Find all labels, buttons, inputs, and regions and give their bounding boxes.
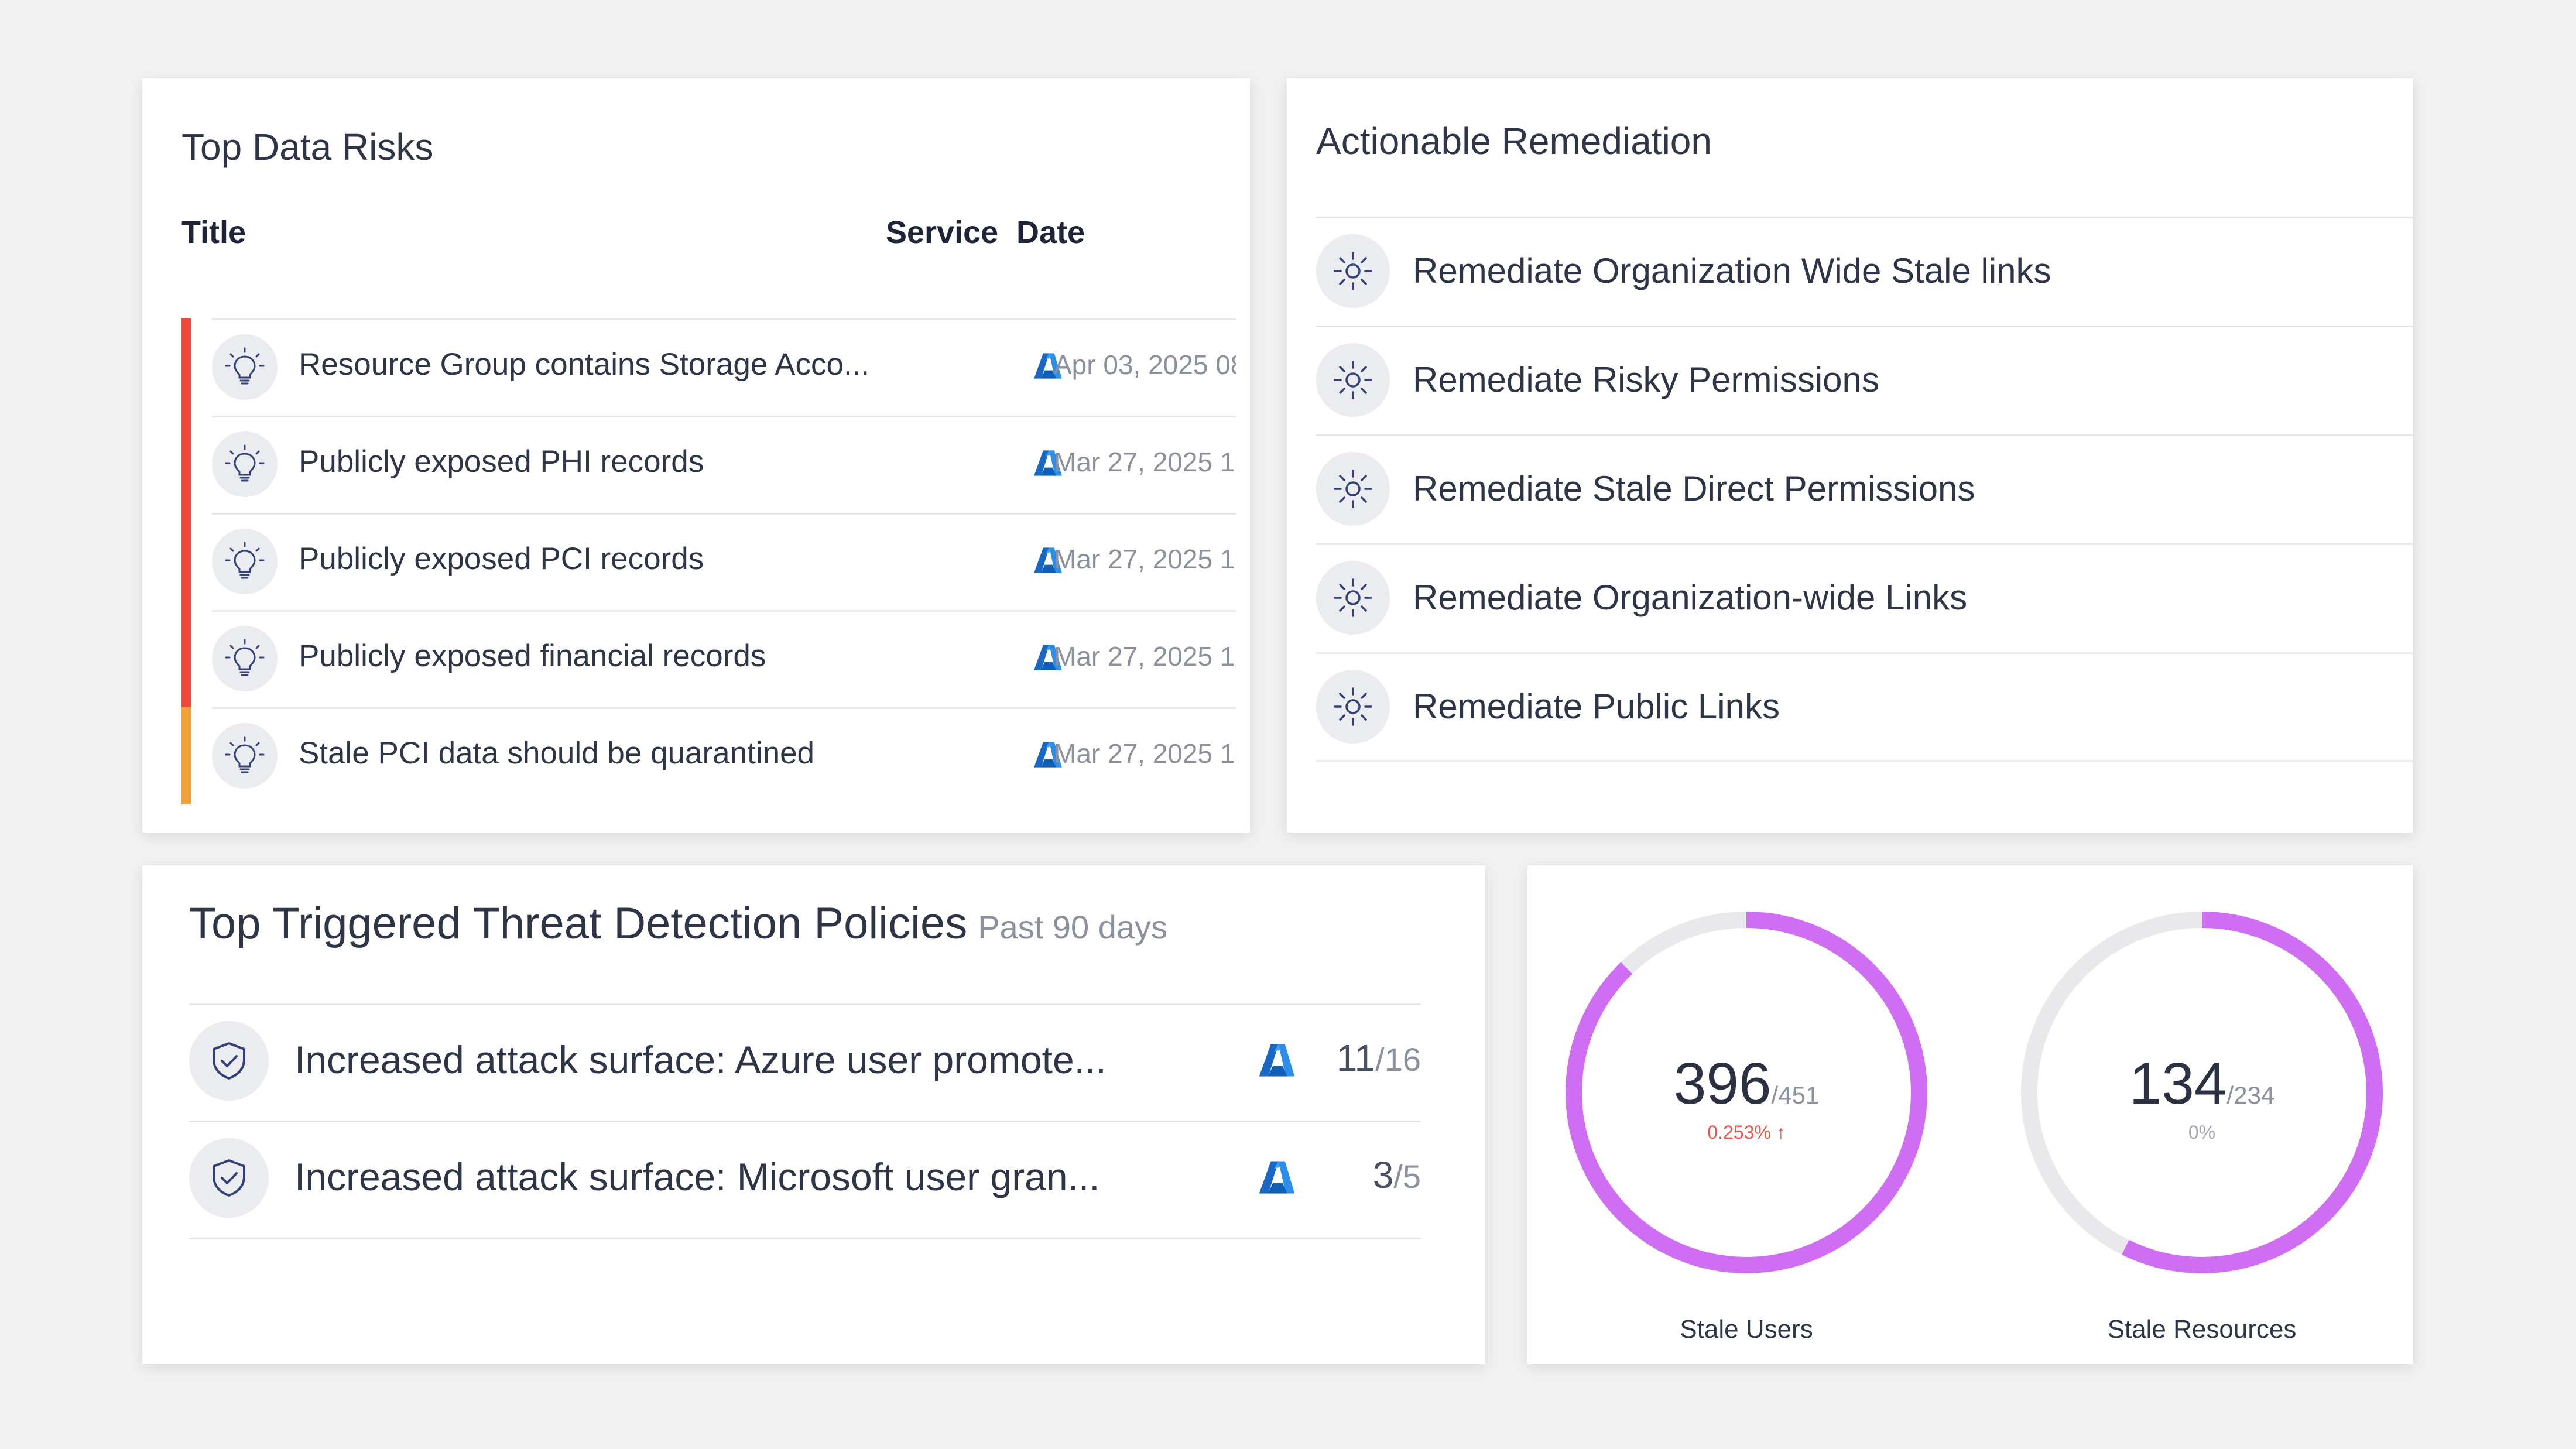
threat-policy-row[interactable]: Increased attack surface: Azure user pro… [189,1003,1421,1121]
stale-stats-card: 396/451 0.253% ↑ Stale Users 134/234 0% … [1527,865,2413,1364]
lightbulb-icon [212,626,278,691]
sun-icon [1316,234,1390,308]
risk-title: Publicly exposed PHI records [299,444,704,479]
divider [1316,217,2413,218]
stale-users-donut[interactable]: 396/451 0.253% ↑ [1559,905,1934,1280]
remediation-item[interactable]: Remediate Organization Wide Stale links [1316,217,2413,326]
sun-icon [1316,670,1390,744]
sun-icon [1316,561,1390,635]
remediation-label: Remediate Public Links [1413,687,1780,726]
risk-title: Resource Group contains Storage Acco... [299,347,870,382]
divider [189,1003,1421,1005]
policy-label: Increased attack surface: Microsoft user… [294,1155,1100,1198]
actionable-remediation-card: Actionable Remediation Remediate Organiz… [1287,78,2413,833]
stale-resources-caption: Stale Resources [2107,1315,2297,1344]
count-value: 11 [1336,1037,1376,1079]
severity-bar-critical [181,416,191,513]
threat-policy-row[interactable]: Increased attack surface: Microsoft user… [189,1121,1421,1238]
risk-date: Mar 27, 2025 1 [1054,641,1235,672]
remediation-label: Remediate Organization Wide Stale links [1413,251,2051,290]
donut-value: 134/234 [2015,1050,2389,1118]
risk-title: Stale PCI data should be quarantined [299,736,815,770]
donut-value: 396/451 [1559,1050,1934,1118]
card-title: Top Data Risks [181,126,434,168]
risk-row[interactable]: Publicly exposed PHI records Mar 27, 202… [181,416,1250,513]
stale-value: 134 [2129,1051,2227,1116]
lightbulb-icon [212,529,278,594]
lightbulb-icon [212,334,278,400]
divider [1316,434,2413,436]
lightbulb-icon [212,723,278,789]
donut-chart [2021,912,2383,1273]
risk-date: Mar 27, 2025 1 [1054,738,1235,769]
risk-date: Apr 03, 2025 08 [1054,350,1236,380]
column-header-date[interactable]: Date [1016,215,1085,250]
remediation-label: Remediate Risky Permissions [1413,360,1879,399]
stale-users-caption: Stale Users [1680,1315,1813,1344]
shield-check-icon [189,1021,269,1101]
change-value: 0.253% [1707,1122,1771,1143]
policy-count: 11/16 [1337,1036,1421,1080]
card-subtitle: Past 90 days [978,909,1168,946]
count-value: 3 [1372,1154,1394,1196]
severity-bar-critical [181,513,191,610]
divider [1316,652,2413,654]
top-data-risks-card: Top Data Risks Title Service Date Resour… [142,78,1250,833]
severity-bar-critical [181,610,191,707]
divider [212,707,1236,709]
stale-change: 0.253% ↑ [1559,1122,1934,1143]
risk-date: Mar 27, 2025 1 [1054,544,1235,574]
divider [1316,760,2413,762]
stale-total: /451 [1771,1081,1820,1109]
divider [212,610,1236,612]
divider [212,318,1236,320]
count-total: /16 [1375,1041,1421,1078]
count-total: /5 [1393,1158,1421,1195]
divider [1316,543,2413,545]
sun-icon [1316,343,1390,417]
divider [189,1238,1421,1239]
severity-bar-critical [181,318,191,416]
divider [212,513,1236,515]
severity-bar-warning [181,707,191,804]
remediation-label: Remediate Stale Direct Permissions [1413,469,1975,508]
azure-icon [1258,1041,1296,1080]
risk-row[interactable]: Stale PCI data should be quarantined Mar… [181,707,1250,804]
card-title-block: Top Triggered Threat Detection Policies P… [189,898,1167,949]
remediation-item[interactable]: Remediate Organization-wide Links [1316,543,2413,652]
risk-title: Publicly exposed financial records [299,639,766,673]
column-header-service[interactable]: Service [886,215,999,250]
donut-chart [1566,912,1927,1273]
remediation-label: Remediate Organization-wide Links [1413,578,1968,617]
card-title: Top Triggered Threat Detection Policies [189,899,968,948]
remediation-item[interactable]: Remediate Stale Direct Permissions [1316,434,2413,543]
risk-row[interactable]: Resource Group contains Storage Acco... … [181,318,1250,416]
donut-arc [2021,912,2383,1273]
divider [212,416,1236,417]
stale-total: /234 [2226,1081,2275,1109]
remediation-item[interactable]: Remediate Public Links [1316,652,2413,761]
sun-icon [1316,452,1390,526]
azure-icon [1258,1158,1296,1197]
column-header-title[interactable]: Title [181,215,246,250]
divider [189,1121,1421,1122]
risk-row[interactable]: Publicly exposed PCI records Mar 27, 202… [181,513,1250,610]
shield-check-icon [189,1138,269,1218]
donut-arc [1566,912,1927,1273]
remediation-item[interactable]: Remediate Risky Permissions [1316,326,2413,434]
stale-resources-donut[interactable]: 134/234 0% [2015,905,2389,1280]
risk-date: Mar 27, 2025 1 [1054,447,1235,477]
card-title: Actionable Remediation [1316,120,1712,162]
stale-value: 396 [1673,1051,1772,1116]
risk-title: Publicly exposed PCI records [299,542,704,576]
arrow-up-icon: ↑ [1776,1122,1786,1143]
policy-label: Increased attack surface: Azure user pro… [294,1038,1107,1081]
risk-row[interactable]: Publicly exposed financial records Mar 2… [181,610,1250,707]
threat-detection-card: Top Triggered Threat Detection Policies P… [142,865,1485,1364]
lightbulb-icon [212,431,278,497]
divider [1316,326,2413,327]
policy-count: 3/5 [1373,1153,1421,1197]
stale-change: 0% [2188,1122,2216,1143]
